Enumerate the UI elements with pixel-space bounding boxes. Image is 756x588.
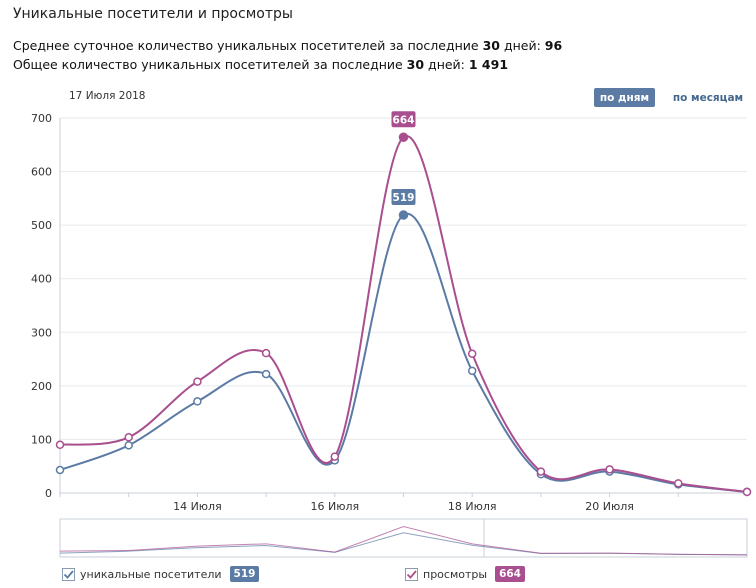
- series-line-visitors: [59, 212, 748, 493]
- data-point: [467, 366, 477, 376]
- highlight-value-label: 519: [393, 192, 415, 204]
- y-tick-label: 500: [31, 219, 52, 232]
- data-point: [193, 397, 202, 406]
- highlight-value-box: [391, 188, 416, 205]
- data-point-highlight: [398, 210, 409, 220]
- y-tick-label: 100: [31, 433, 52, 446]
- data-point: [536, 467, 546, 476]
- highlight-value-label: 664: [393, 114, 415, 126]
- page-title: Уникальные посетители и просмотры: [13, 6, 293, 22]
- data-point: [261, 369, 271, 379]
- data-point-highlight: [398, 132, 409, 143]
- navigator-frame: [59, 518, 748, 558]
- data-point: [55, 465, 65, 475]
- data-point: [55, 440, 65, 450]
- total-mid: дней:: [424, 57, 469, 72]
- legend-value-visitors: 519: [229, 566, 260, 582]
- legend-value-views: 664: [495, 566, 525, 582]
- y-tick-label: 200: [31, 380, 52, 393]
- legend-item-visitors[interactable]: уникальные посетители 519: [62, 566, 260, 582]
- average-prefix: Среднее суточное количество уникальных п…: [13, 38, 483, 53]
- average-days: 30: [482, 38, 500, 53]
- visitors-checkbox[interactable]: [62, 567, 75, 581]
- navigator-line-views: [59, 526, 748, 556]
- total-prefix: Общее количество уникальных посетителей …: [13, 57, 407, 72]
- data-point: [605, 465, 614, 474]
- x-tick-label: 16 Июля: [310, 500, 359, 513]
- check-icon: [406, 569, 417, 579]
- total-visitors-stat: Общее количество уникальных посетителей …: [13, 57, 508, 72]
- by-days-button[interactable]: по дням: [594, 88, 655, 107]
- data-point: [467, 349, 477, 358]
- data-point: [193, 377, 202, 386]
- data-point: [124, 433, 133, 442]
- legend-item-views[interactable]: просмотры 664: [405, 566, 525, 582]
- legend-label-visitors: уникальные посетители: [80, 567, 222, 581]
- total-days: 30: [406, 57, 425, 72]
- y-tick-label: 600: [31, 166, 52, 179]
- average-value: 96: [544, 38, 563, 53]
- y-tick-label: 700: [31, 112, 52, 125]
- average-visitors-stat: Среднее суточное количество уникальных п…: [13, 38, 562, 53]
- by-months-button[interactable]: по месяцам: [666, 88, 750, 107]
- views-checkbox[interactable]: [405, 567, 418, 581]
- x-tick-label: 18 Июля: [448, 500, 497, 513]
- data-point: [742, 487, 752, 497]
- average-mid: дней:: [500, 38, 545, 53]
- check-icon: [63, 569, 74, 579]
- data-point: [261, 348, 271, 358]
- highlight-value-box: [391, 111, 416, 128]
- total-value: 1 491: [468, 57, 509, 72]
- y-tick-label: 300: [31, 326, 52, 339]
- legend-label-views: просмотры: [423, 567, 488, 581]
- x-tick-label: 20 Июля: [585, 500, 634, 513]
- y-tick-label: 400: [31, 273, 52, 286]
- y-tick-label: 0: [45, 487, 52, 500]
- data-point: [330, 452, 340, 461]
- data-point: [674, 479, 683, 488]
- x-tick-label: 14 Июля: [173, 500, 222, 513]
- hovered-date-label: 17 Июля 2018: [69, 90, 146, 102]
- data-point: [124, 441, 133, 450]
